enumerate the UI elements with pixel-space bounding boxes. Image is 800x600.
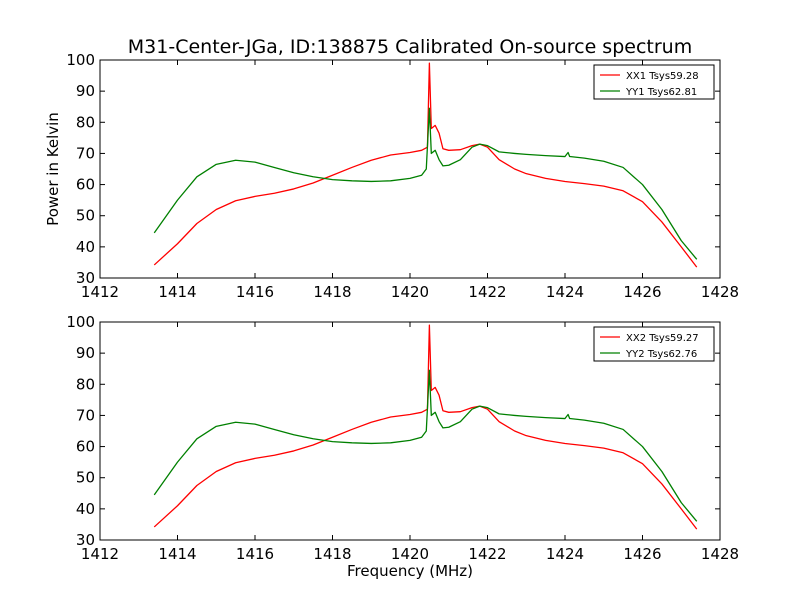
x-tick-label: 1424 (546, 283, 584, 301)
legend-label: YY2 Tsys62.76 (625, 349, 697, 360)
y-tick-label: 60 (76, 438, 95, 456)
x-tick-label: 1428 (701, 283, 739, 301)
y-tick-label: 90 (76, 344, 95, 362)
x-tick-label: 1418 (313, 283, 351, 301)
y-tick-label: 100 (66, 51, 95, 69)
x-tick-label: 1416 (236, 283, 274, 301)
top-panel: 1412 1414 1416 1418 1420 1422 1424 1426 1428 30 40… (66, 51, 739, 301)
x-tick-label: 1426 (623, 545, 661, 563)
y-tick-label: 30 (76, 269, 95, 287)
x-tick-label: 1424 (546, 545, 584, 563)
figure-title: M31-Center-JGa, ID:138875 Calibrated On-… (128, 36, 692, 58)
y-tick-label: 40 (76, 500, 95, 518)
y-tick-label: 30 (76, 531, 95, 549)
legend-box (593, 326, 715, 362)
series-line-xx-1 (153, 62, 698, 268)
x-tick-label: 1418 (313, 545, 351, 563)
x-tick-label: 1412 (81, 283, 119, 301)
y-tick-label: 70 (76, 406, 95, 424)
y-tick-label: 90 (76, 82, 95, 100)
x-tick-label: 1422 (468, 545, 506, 563)
y-tick-label: 50 (76, 207, 95, 225)
x-tick-label: 1422 (468, 283, 506, 301)
bottom-panel: 1412 1414 1416 1418 1420 1422 1424 1426 1428 30 40… (66, 313, 739, 563)
legend-label: XX1 Tsys59.28 (626, 71, 699, 82)
y-tick-label: 80 (76, 113, 95, 131)
series-line-yy-1 (153, 107, 698, 260)
y-tick-label: 60 (76, 176, 95, 194)
x-tick-label: 1420 (391, 283, 429, 301)
series-line-yy-2 (153, 369, 698, 522)
y-tick-label: 40 (76, 238, 95, 256)
y-tick-label: 70 (76, 144, 95, 162)
x-axis-label: Frequency (MHz) (347, 562, 473, 580)
x-tick-label: 1426 (623, 283, 661, 301)
series-line-xx-2 (153, 324, 698, 530)
legend-box (593, 64, 715, 100)
y-axis-label: Power in Kelvin (44, 112, 62, 226)
y-tick-label: 80 (76, 375, 95, 393)
x-tick-label: 1416 (236, 545, 274, 563)
x-tick-label: 1414 (158, 545, 196, 563)
y-tick-label: 50 (76, 469, 95, 487)
x-tick-label: 1420 (391, 545, 429, 563)
legend-label: YY1 Tsys62.81 (625, 87, 697, 98)
x-tick-label: 1428 (701, 545, 739, 563)
x-tick-label: 1412 (81, 545, 119, 563)
legend-label: XX2 Tsys59.27 (626, 333, 699, 344)
x-tick-label: 1414 (158, 283, 196, 301)
y-tick-label: 100 (66, 313, 95, 331)
